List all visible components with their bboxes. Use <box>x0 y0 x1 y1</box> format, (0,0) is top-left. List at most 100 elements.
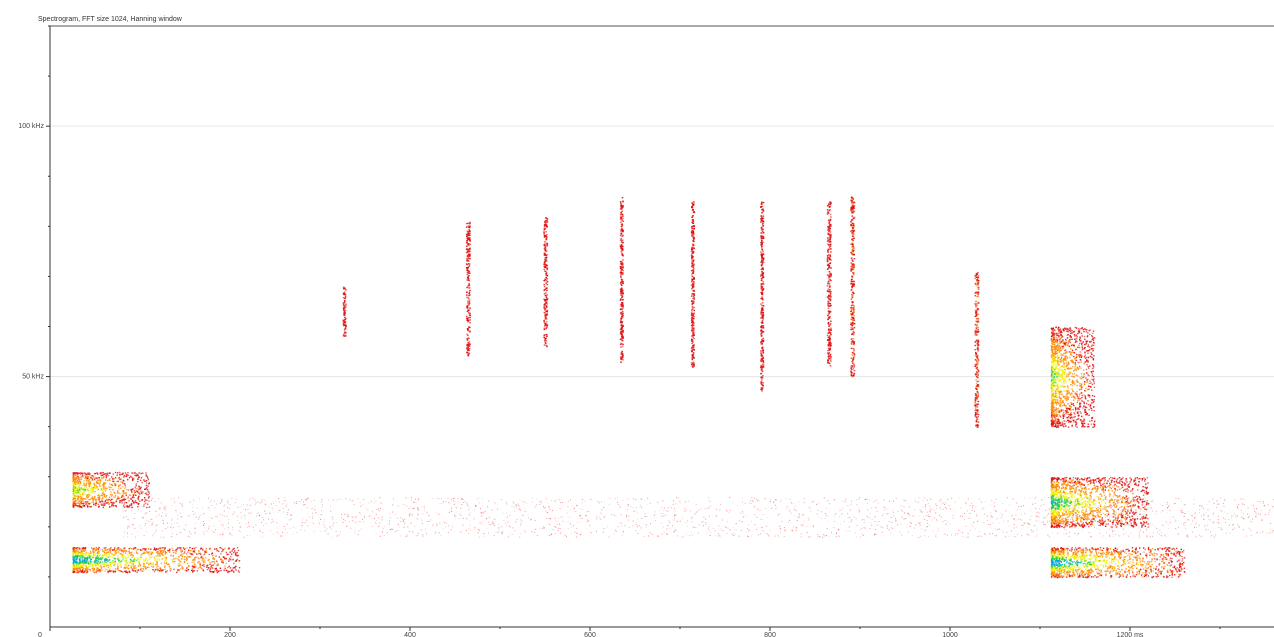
noise-point <box>806 526 808 528</box>
noise-point <box>455 511 457 513</box>
spectrogram-point <box>93 560 96 562</box>
noise-point <box>733 534 735 536</box>
spectrogram-point <box>107 551 110 553</box>
noise-point <box>1238 526 1240 528</box>
noise-point <box>155 531 157 533</box>
spectrogram-point <box>204 557 207 559</box>
spectrogram-point <box>343 324 345 327</box>
spectrogram-point <box>79 503 81 506</box>
noise-point <box>154 501 156 503</box>
spectrogram-point <box>76 473 78 475</box>
noise-point <box>466 530 468 532</box>
spectrogram-point <box>131 569 134 571</box>
noise-point <box>421 533 423 535</box>
noise-point <box>996 518 998 520</box>
noise-point <box>984 501 986 503</box>
noise-point <box>301 510 303 512</box>
spectrogram-point <box>226 553 228 556</box>
noise-point <box>555 499 557 501</box>
noise-point <box>175 511 177 513</box>
spectrogram-point <box>94 554 96 556</box>
noise-point <box>170 535 172 537</box>
spectrogram-point <box>93 483 95 485</box>
spectrogram-point <box>123 480 125 482</box>
noise-point <box>562 520 564 522</box>
noise-point <box>151 518 153 520</box>
noise-point <box>292 533 294 535</box>
spectrogram-point <box>85 493 87 496</box>
noise-point <box>1221 510 1223 512</box>
noise-point <box>698 524 700 526</box>
noise-point <box>1035 514 1037 516</box>
spectrogram-point <box>146 499 148 501</box>
spectrogram-point <box>104 568 107 570</box>
noise-point <box>539 527 541 529</box>
spectrogram-point <box>544 279 546 282</box>
noise-point <box>990 504 992 506</box>
spectrogram-point <box>91 568 93 570</box>
noise-point <box>219 520 221 522</box>
noise-point <box>1008 504 1010 506</box>
noise-point <box>681 536 683 538</box>
noise-point <box>868 517 870 519</box>
spectrogram-point <box>113 550 116 552</box>
noise-point <box>173 527 175 529</box>
spectrogram-point <box>231 569 233 571</box>
spectrogram-point <box>204 551 206 553</box>
spectrogram-point <box>221 547 223 549</box>
noise-point <box>903 506 905 508</box>
noise-point <box>347 515 349 517</box>
noise-point <box>327 533 329 535</box>
spectrogram-point <box>469 234 471 237</box>
noise-point <box>960 515 962 517</box>
noise-point <box>272 509 274 511</box>
noise-point <box>247 523 249 525</box>
spectrogram-point <box>112 480 114 482</box>
spectrogram-point <box>469 263 471 265</box>
spectrogram-point <box>621 284 623 287</box>
spectrogram-point <box>98 483 101 485</box>
spectrogram-point <box>466 294 468 296</box>
spectrogram-point <box>89 473 91 475</box>
noise-point <box>213 500 215 502</box>
spectrogram-point <box>77 482 79 485</box>
noise-point <box>1194 513 1196 515</box>
noise-point <box>239 522 241 524</box>
spectrogram-point <box>97 548 99 550</box>
noise-point <box>848 526 850 528</box>
spectrogram-point <box>101 498 103 500</box>
noise-point <box>260 503 262 505</box>
noise-point <box>635 523 637 525</box>
noise-point <box>304 504 306 506</box>
spectrogram-point <box>134 547 136 549</box>
spectrogram-point <box>344 316 346 318</box>
noise-point <box>628 526 630 528</box>
noise-point <box>1210 531 1212 533</box>
noise-point <box>556 524 558 526</box>
noise-point <box>696 511 698 513</box>
noise-point <box>858 506 860 508</box>
spectrogram-point <box>95 481 98 484</box>
noise-point <box>336 499 338 501</box>
spectrogram-point <box>72 555 74 558</box>
noise-point <box>691 534 693 536</box>
spectrogram-point <box>83 561 85 563</box>
noise-point <box>644 513 646 515</box>
noise-point <box>600 518 602 520</box>
noise-point <box>690 518 692 520</box>
noise-point <box>1048 496 1050 498</box>
spectrogram-point <box>133 489 135 492</box>
noise-point <box>1012 498 1014 500</box>
spectrogram-point <box>130 489 132 491</box>
spectrogram-point <box>216 570 218 572</box>
noise-point <box>684 501 686 503</box>
spectrogram-point <box>80 549 83 551</box>
spectrogram-point <box>90 558 92 560</box>
spectrogram-point <box>180 550 182 553</box>
noise-point <box>835 536 837 538</box>
spectrogram-point <box>83 480 85 482</box>
noise-point <box>1166 512 1168 514</box>
spectrogram-point <box>108 478 111 480</box>
spectrogram-point <box>122 549 124 551</box>
noise-point <box>165 513 167 515</box>
